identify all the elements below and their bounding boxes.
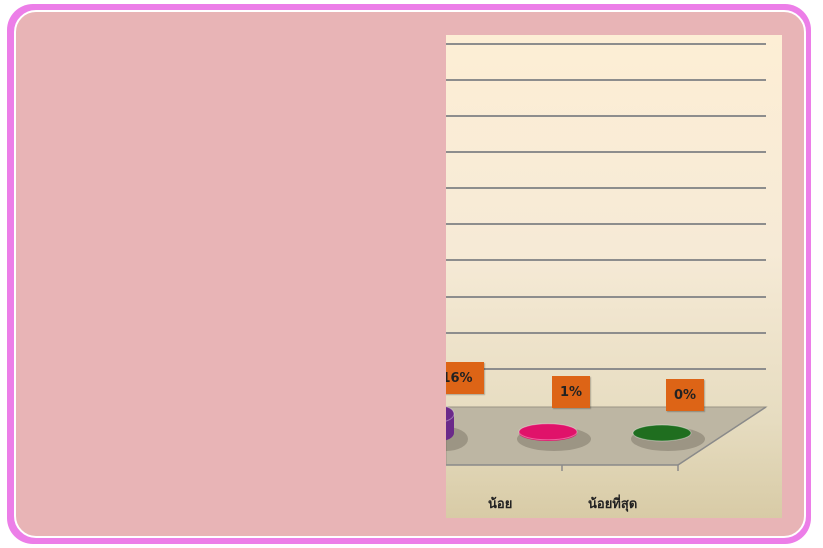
data-label-1pct: 1% bbox=[552, 376, 590, 408]
bar-body-0 bbox=[446, 413, 454, 433]
bar-top-2 bbox=[632, 424, 692, 442]
data-label-16pct: 16% bbox=[446, 362, 484, 394]
chart-svg bbox=[446, 43, 768, 471]
category-label-noi: น้อย bbox=[488, 497, 513, 512]
category-label-noi-thi-sut: น้อยที่สุด bbox=[588, 497, 638, 512]
bar-top-1 bbox=[518, 423, 578, 441]
data-label-0pct: 0% bbox=[666, 379, 704, 411]
chart-area: 16% 1% 0% น้อย น้อยที่สุด bbox=[446, 35, 782, 518]
bar-bottom-0 bbox=[446, 425, 454, 441]
floor-edge-right bbox=[677, 406, 767, 466]
bar-top-0 bbox=[446, 406, 455, 422]
chart-floor bbox=[446, 406, 768, 466]
